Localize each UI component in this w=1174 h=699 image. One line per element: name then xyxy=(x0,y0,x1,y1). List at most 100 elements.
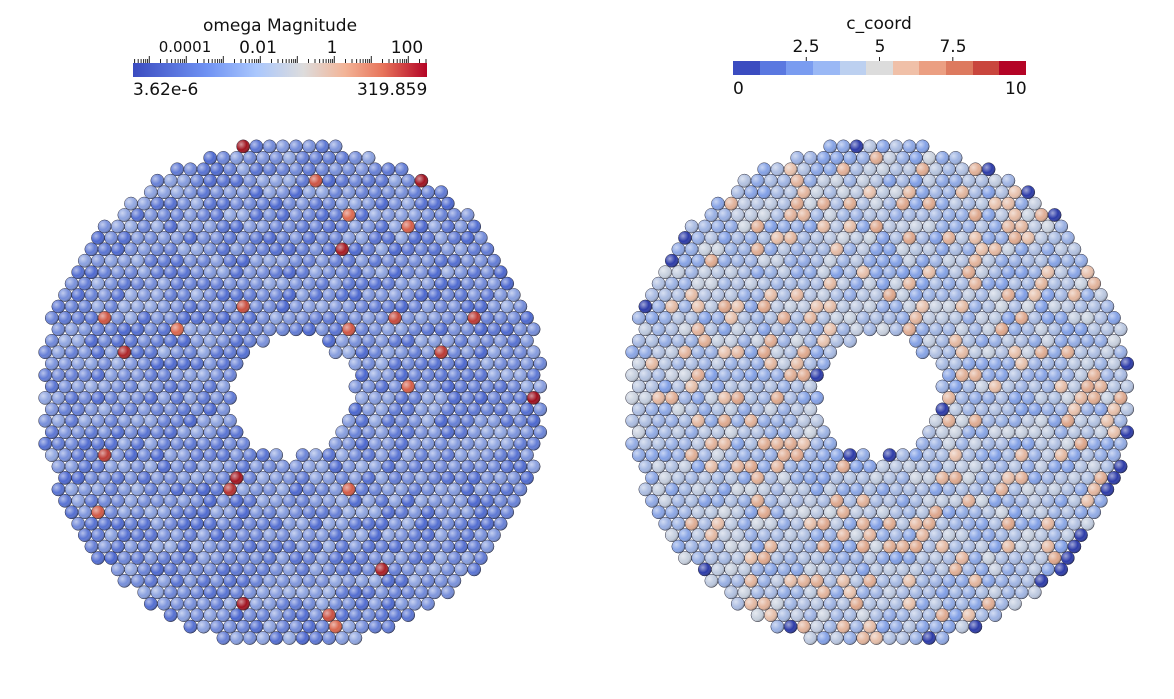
particle-shading xyxy=(164,608,178,622)
particle-shading xyxy=(744,505,758,519)
particle-shading xyxy=(256,288,270,302)
particle-shading xyxy=(507,402,521,416)
particle-shading xyxy=(78,528,92,542)
particle-shading xyxy=(348,585,362,599)
particle-shading xyxy=(144,368,158,382)
particle-shading xyxy=(711,379,725,394)
particle-shading xyxy=(1034,299,1048,314)
particle-shading xyxy=(770,459,785,474)
particle-shading xyxy=(348,471,362,485)
particle-shading xyxy=(922,174,936,188)
particle-shading xyxy=(296,608,310,622)
particle-shading xyxy=(170,299,184,314)
particle-shading xyxy=(51,322,65,336)
particle-shading xyxy=(236,231,250,245)
particle-shading xyxy=(342,437,356,451)
particle-shading xyxy=(183,254,197,268)
particle-shading xyxy=(441,539,455,554)
particle-shading xyxy=(474,345,488,359)
particle-shading xyxy=(408,551,422,565)
particle-shading xyxy=(223,391,237,405)
particle-shading xyxy=(935,562,950,577)
particle-shading xyxy=(421,368,435,382)
particle-shading xyxy=(784,322,798,336)
particle-shading xyxy=(718,482,732,496)
particle-shading xyxy=(1015,311,1029,325)
particle-shading xyxy=(395,299,409,314)
particle-shading xyxy=(830,174,844,188)
coord-colorbar-segment xyxy=(733,61,760,75)
particle-shading xyxy=(863,231,877,245)
particle-shading xyxy=(698,379,712,394)
particle-shading xyxy=(348,631,362,645)
particle-shading xyxy=(718,391,732,405)
particle-shading xyxy=(131,459,145,474)
particle-shading xyxy=(777,562,791,577)
particle-shading xyxy=(757,345,771,359)
particle-shading xyxy=(1087,482,1101,496)
particle-shading xyxy=(836,505,851,519)
particle-shading xyxy=(737,219,752,234)
particle-shading xyxy=(375,425,389,439)
particle-shading xyxy=(401,517,415,531)
particle-shading xyxy=(777,494,791,508)
particle-shading xyxy=(157,414,171,428)
particle-shading xyxy=(757,391,771,405)
particle-shading xyxy=(1028,197,1042,211)
particle-shading xyxy=(58,379,72,394)
particle-shading xyxy=(810,185,824,199)
particle-shading xyxy=(467,288,481,302)
particle-shading xyxy=(230,265,244,279)
particle-shading xyxy=(665,322,679,336)
particle-shading xyxy=(1015,334,1029,348)
particle-shading xyxy=(335,311,349,325)
particle-shading xyxy=(157,277,171,291)
particle-shading xyxy=(58,471,72,485)
particle-shading xyxy=(889,162,903,176)
particle-shading xyxy=(751,357,765,371)
particle-shading xyxy=(348,517,362,531)
particle-shading xyxy=(249,277,263,291)
particle-shading xyxy=(58,425,72,439)
particle-shading xyxy=(230,242,244,256)
particle-shading xyxy=(513,299,528,314)
particle-shading xyxy=(1021,277,1035,291)
particle-shading xyxy=(302,574,316,588)
particle-shading xyxy=(718,254,732,268)
particle-shading xyxy=(289,620,303,634)
particle-shading xyxy=(520,357,534,371)
particle-shading xyxy=(216,151,230,165)
particle-shading xyxy=(150,471,164,485)
particle-shading xyxy=(236,574,250,588)
particle-shading xyxy=(137,402,151,416)
particle-shading xyxy=(685,334,699,348)
particle-shading xyxy=(98,471,112,485)
particle-shading xyxy=(381,620,395,634)
particle-shading xyxy=(625,414,639,428)
particle-shading xyxy=(955,162,969,176)
particle-shading xyxy=(454,288,468,302)
particle-shading xyxy=(955,231,969,245)
particle-shading xyxy=(249,620,263,634)
particle-shading xyxy=(183,620,197,634)
particle-shading xyxy=(949,494,963,508)
particle-shading xyxy=(104,368,118,382)
particle-shading xyxy=(1054,242,1068,256)
particle-shading xyxy=(797,482,811,496)
particle-shading xyxy=(698,219,712,234)
particle-shading xyxy=(164,517,178,531)
particle-shading xyxy=(751,562,765,577)
particle-shading xyxy=(355,208,369,222)
particle-shading xyxy=(388,402,402,416)
particle-shading xyxy=(315,299,329,314)
particle-shading xyxy=(71,379,85,394)
particle-shading xyxy=(315,254,329,268)
particle-shading xyxy=(982,551,996,565)
particle-shading xyxy=(315,277,329,291)
particle-shading xyxy=(309,242,323,256)
particle-shading xyxy=(375,562,389,577)
particle-shading xyxy=(850,254,864,268)
particle-shading xyxy=(388,357,402,371)
particle-shading xyxy=(902,322,917,336)
particle-shading xyxy=(836,185,851,199)
